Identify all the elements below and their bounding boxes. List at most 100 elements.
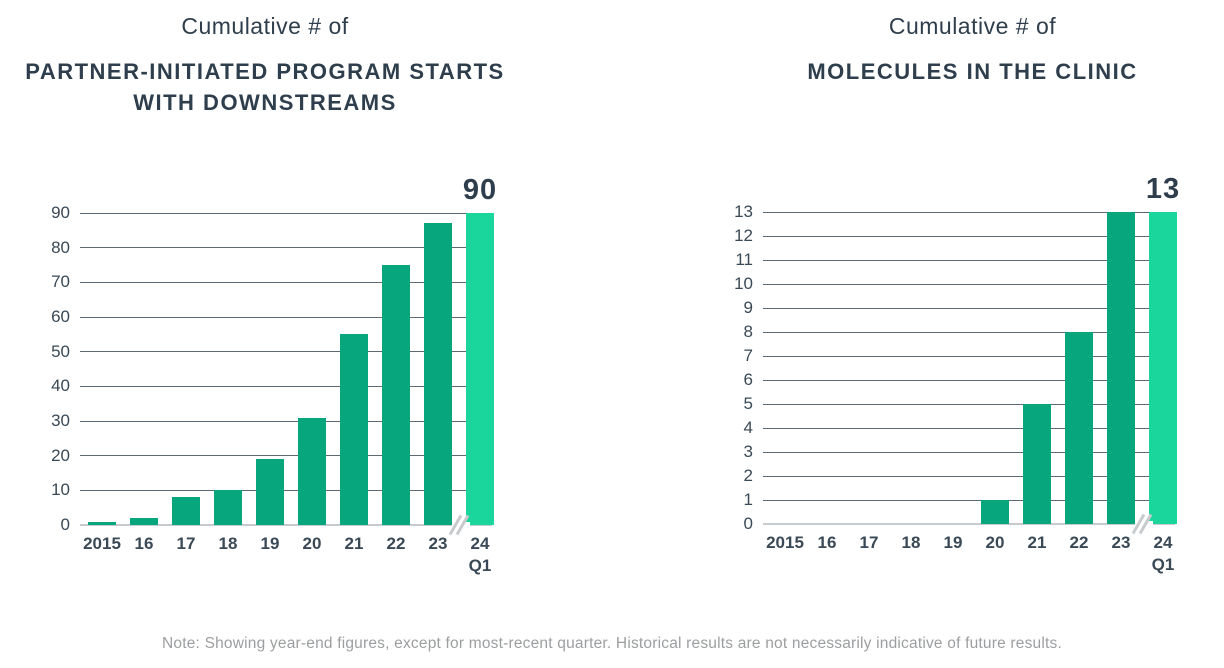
x-axis-tick-label: 19 xyxy=(943,533,963,552)
bar xyxy=(256,459,284,525)
gridline xyxy=(80,351,492,353)
gridline xyxy=(763,355,1175,357)
latest-value-label: 13 xyxy=(1145,173,1181,205)
y-axis-tick-label: 11 xyxy=(735,250,753,269)
x-axis-tick-label: 20 xyxy=(985,533,1005,552)
gridline xyxy=(80,489,492,491)
gridline xyxy=(80,385,492,387)
gridline xyxy=(763,403,1175,405)
x-axis-tick-label: 23 xyxy=(1111,533,1131,552)
x-axis-tick-label: 17 xyxy=(859,533,879,552)
y-axis-tick-label: 10 xyxy=(734,274,753,293)
y-axis-tick-label: 8 xyxy=(743,322,753,341)
bar xyxy=(382,265,410,525)
bar xyxy=(1107,212,1135,524)
x-axis-tick-label: 21 xyxy=(1027,533,1047,552)
x-axis-tick-sublabel: Q1 xyxy=(1151,555,1175,574)
bar xyxy=(214,490,242,525)
y-axis-tick-label: 2 xyxy=(743,466,753,485)
x-axis-tick-label: 16 xyxy=(817,533,837,552)
gridline xyxy=(763,307,1175,309)
gridline xyxy=(763,451,1175,453)
latest-value-label: 90 xyxy=(462,174,498,206)
bar xyxy=(466,213,494,525)
bar xyxy=(1023,404,1051,524)
gridline xyxy=(80,420,492,422)
bar xyxy=(1065,332,1093,524)
y-axis-tick-label: 0 xyxy=(743,514,753,533)
chart-subtitle: Cumulative # of xyxy=(888,13,1057,39)
x-axis-tick-label: 16 xyxy=(134,534,154,553)
gridline xyxy=(763,499,1175,501)
chart-title-block: Cumulative # of MOLECULES IN THE CLINIC xyxy=(715,12,1224,87)
bar xyxy=(981,500,1009,524)
y-axis-tick-label: 3 xyxy=(743,442,753,461)
bar xyxy=(172,497,200,525)
x-axis-tick-label: 2015 xyxy=(83,534,121,553)
y-axis-tick-label: 13 xyxy=(734,202,753,221)
x-axis-tick-label: 23 xyxy=(428,534,448,553)
chart-title-line: MOLECULES IN THE CLINIC xyxy=(807,59,1138,84)
chart-title-block: Cumulative # of PARTNER-INITIATED PROGRA… xyxy=(0,12,530,118)
y-axis-tick-label: 9 xyxy=(743,298,753,317)
gridline xyxy=(763,259,1175,261)
y-axis-tick-label: 20 xyxy=(51,445,70,465)
y-axis-tick-label: 1 xyxy=(743,490,753,509)
bar xyxy=(424,223,452,525)
chart-title-line: PARTNER-INITIATED PROGRAM STARTS xyxy=(25,59,505,84)
x-axis-tick-label: 24 xyxy=(470,534,490,553)
y-axis-tick-label: 5 xyxy=(743,394,753,413)
y-axis-tick-label: 30 xyxy=(51,411,70,430)
x-axis-tick-label: 20 xyxy=(302,534,322,553)
gridline xyxy=(763,331,1175,333)
plot-area: 0 1 2 3 4 5 6 7 8 9 10 11 12 13 2015 16 17 18 19 20 21 22 23 24… xyxy=(734,173,1179,574)
x-axis-tick-label: 24 xyxy=(1153,533,1173,552)
bar xyxy=(88,522,116,525)
chart-title-line: WITH DOWNSTREAMS xyxy=(133,90,397,115)
gridline xyxy=(763,283,1175,285)
gridline xyxy=(80,212,492,214)
x-axis-tick-label: 2015 xyxy=(766,533,804,552)
x-axis-line xyxy=(80,524,492,526)
x-axis-tick-label: 17 xyxy=(176,534,196,553)
gridline xyxy=(80,455,492,457)
bar xyxy=(130,518,158,525)
gridline xyxy=(763,235,1175,237)
x-axis-line xyxy=(763,523,1175,525)
y-axis-tick-label: 50 xyxy=(51,341,70,361)
gridline xyxy=(80,247,492,249)
y-axis-tick-label: 60 xyxy=(51,307,70,326)
y-axis-tick-label: 7 xyxy=(743,346,753,365)
x-axis-tick-sublabel: Q1 xyxy=(468,556,492,575)
y-axis-tick-label: 40 xyxy=(51,376,70,396)
x-axis-tick-label: 22 xyxy=(1069,533,1089,552)
x-axis-tick-label: 18 xyxy=(218,534,238,553)
bar xyxy=(1149,212,1177,524)
gridline xyxy=(763,379,1175,381)
gridline xyxy=(80,316,492,318)
footnote: Note: Showing year-end figures, except f… xyxy=(162,635,1062,652)
y-axis-tick-label: 70 xyxy=(51,272,70,292)
y-axis-tick-label: 12 xyxy=(734,226,753,245)
y-axis-tick-label: 0 xyxy=(60,515,70,534)
gridline xyxy=(763,427,1175,429)
gridline xyxy=(763,475,1175,477)
y-axis-tick-label: 4 xyxy=(743,418,753,437)
gridline xyxy=(80,281,492,283)
bar xyxy=(298,418,326,525)
y-axis-tick-label: 80 xyxy=(51,237,70,257)
x-axis-tick-label: 18 xyxy=(901,533,921,552)
y-axis-tick-label: 90 xyxy=(51,203,70,222)
y-axis-tick-label: 6 xyxy=(743,370,753,389)
x-axis-tick-label: 21 xyxy=(344,534,364,553)
bar xyxy=(340,334,368,525)
x-axis-tick-label: 19 xyxy=(260,534,280,553)
plot-area: 0 10 20 30 40 50 60 70 80 90 2015 16 17 18 19 20 21 22 23 2… xyxy=(51,174,496,575)
y-axis-tick-label: 10 xyxy=(51,480,70,500)
chart-subtitle: Cumulative # of xyxy=(181,13,349,39)
gridline xyxy=(763,211,1175,213)
x-axis-tick-label: 22 xyxy=(386,534,406,553)
